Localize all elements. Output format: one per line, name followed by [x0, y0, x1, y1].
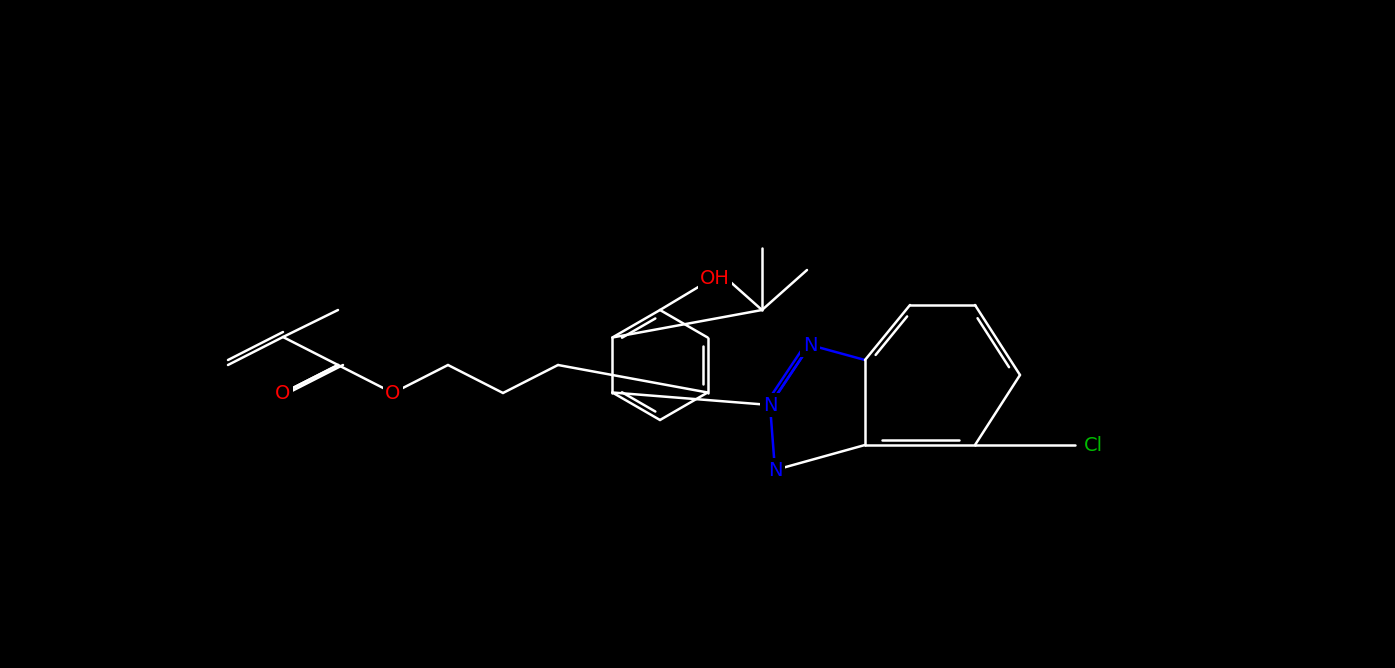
Text: O: O [275, 383, 290, 403]
Text: OH: OH [700, 269, 730, 287]
Text: N: N [767, 460, 783, 480]
Text: N: N [763, 395, 777, 415]
Text: N: N [802, 335, 817, 355]
Text: O: O [385, 383, 400, 403]
Text: Cl: Cl [1084, 436, 1102, 454]
